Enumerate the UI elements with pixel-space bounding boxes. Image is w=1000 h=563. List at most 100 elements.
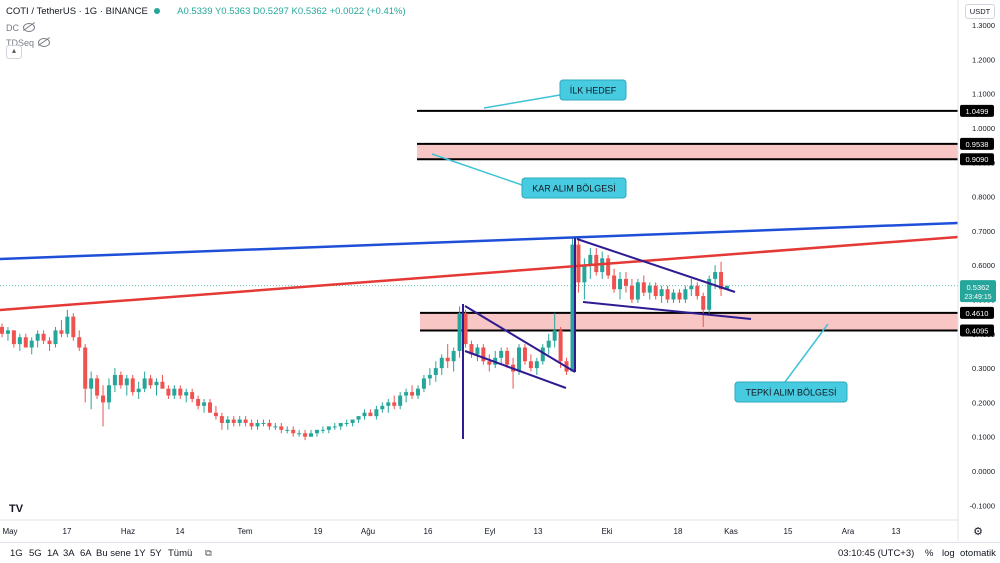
profit-zone-fill <box>417 143 958 160</box>
candle-body <box>469 344 474 355</box>
flag-1-bottom <box>464 350 567 389</box>
candle-body <box>368 412 373 417</box>
tradingview-logo-icon[interactable]: TV <box>9 503 24 515</box>
candle-body <box>505 350 510 365</box>
countdown-label: 23:49:15 <box>964 294 991 301</box>
candle-body <box>707 278 712 310</box>
auto-toggle[interactable]: otomatik <box>960 548 996 559</box>
indicator-tdseq[interactable]: TDSeq <box>6 35 406 50</box>
candle-body <box>338 422 343 427</box>
settings-gear-icon: ⚙ <box>973 525 983 538</box>
candle-body <box>166 388 171 396</box>
tf-1a[interactable]: 1A <box>47 548 59 559</box>
candle-body <box>528 361 533 369</box>
tf-bu-sene[interactable]: Bu sene <box>96 548 131 559</box>
target-label-box <box>559 79 627 101</box>
indicator-tdseq-label: TDSeq <box>6 37 35 48</box>
price-tick-label: 0.1000 <box>972 433 995 442</box>
candle-body <box>17 337 22 345</box>
price-tick-label: 1.1000 <box>972 90 995 99</box>
symbol-title[interactable]: COTI / TetherUS · 1G · BINANCE <box>6 6 148 17</box>
candle-body <box>178 388 183 396</box>
hidden-eye-icon[interactable] <box>23 23 35 32</box>
tf-3a[interactable]: 3A <box>63 548 75 559</box>
candle-body <box>445 357 450 362</box>
current-price-label: 0.5362 <box>967 283 990 292</box>
candle-body <box>160 381 165 389</box>
candle-body <box>95 378 100 396</box>
candle-body <box>231 419 236 423</box>
indicator-dc[interactable]: DC <box>6 20 406 35</box>
candle-body <box>267 422 272 427</box>
tf-1y[interactable]: 1Y <box>134 548 146 559</box>
candle-body <box>5 330 10 334</box>
candle-body <box>148 378 153 386</box>
candle-body <box>534 361 539 369</box>
candle-body <box>249 422 254 427</box>
price-label: 0.4095 <box>966 327 989 336</box>
currency-button[interactable]: USDT <box>965 4 995 19</box>
candle-body <box>314 429 319 434</box>
candle-body <box>463 313 468 345</box>
tf-5g[interactable]: 5G <box>29 548 42 559</box>
reaction-pointer <box>784 323 829 383</box>
candle-body <box>439 357 444 369</box>
tf-6a[interactable]: 6A <box>80 548 92 559</box>
candle-body <box>433 368 438 375</box>
candle-body <box>243 419 248 423</box>
tf-tumu[interactable]: Tümü <box>168 548 193 559</box>
candle-body <box>374 409 379 417</box>
candle-body <box>683 289 688 300</box>
candle-body <box>618 278 623 290</box>
candle-body <box>392 402 397 406</box>
time-tick-label: Eyl <box>484 527 495 536</box>
candle-body <box>522 347 527 362</box>
price-label: 1.0499 <box>966 107 989 116</box>
candle-body <box>653 285 658 297</box>
clock-time[interactable]: 03:10:45 (UTC+3) <box>838 548 915 559</box>
candle-body <box>23 337 28 348</box>
tf-5y[interactable]: 5Y <box>150 548 162 559</box>
candle-body <box>130 378 135 393</box>
percent-toggle[interactable]: % <box>925 548 934 559</box>
candle-body <box>207 402 212 413</box>
indicator-dc-label: DC <box>6 22 19 33</box>
candles <box>0 237 729 441</box>
candle-body <box>629 285 634 300</box>
time-tick-label: May <box>2 527 17 536</box>
price-tick-label: 0.6000 <box>972 261 995 270</box>
candle-body <box>612 275 617 290</box>
candle-body <box>404 392 409 396</box>
time-tick-label: 16 <box>424 527 433 536</box>
candle-body <box>344 422 349 424</box>
candle-body <box>451 350 456 362</box>
date-range-icon[interactable]: ⧉ <box>205 548 212 559</box>
candle-body <box>77 337 82 348</box>
candle-body <box>225 419 230 423</box>
candle-body <box>71 316 76 338</box>
candle-body <box>695 285 700 297</box>
time-tick-label: 14 <box>176 527 185 536</box>
price-tick-label: 1.0000 <box>972 124 995 133</box>
profit-zone-label-text: KAR ALIM BÖLGESİ <box>532 184 616 194</box>
price-label-bg <box>960 137 994 150</box>
price-label: 0.9538 <box>966 140 989 149</box>
hidden-eye-icon[interactable] <box>38 38 51 47</box>
candle-body <box>291 429 296 434</box>
price-tick-label: 0.8000 <box>972 193 995 202</box>
candle-body <box>213 412 218 417</box>
candle-body <box>457 313 462 351</box>
log-toggle[interactable]: log <box>942 548 955 559</box>
collapse-legend-button[interactable]: ▴ <box>6 45 22 59</box>
tf-1g[interactable]: 1G <box>10 548 23 559</box>
bottom-toolbar: 1G 5G 1A 3A 6A Bu sene 1Y 5Y Tümü ⧉ 03:1… <box>0 542 1000 563</box>
candle-body <box>606 258 611 276</box>
candle-body <box>285 429 290 431</box>
price-tick-label: 1.2000 <box>972 55 995 64</box>
time-tick-label: 15 <box>784 527 793 536</box>
candle-body <box>665 289 670 300</box>
price-label: 0.4610 <box>966 309 989 318</box>
candle-body <box>309 433 314 437</box>
price-label: 0.9090 <box>966 155 989 164</box>
